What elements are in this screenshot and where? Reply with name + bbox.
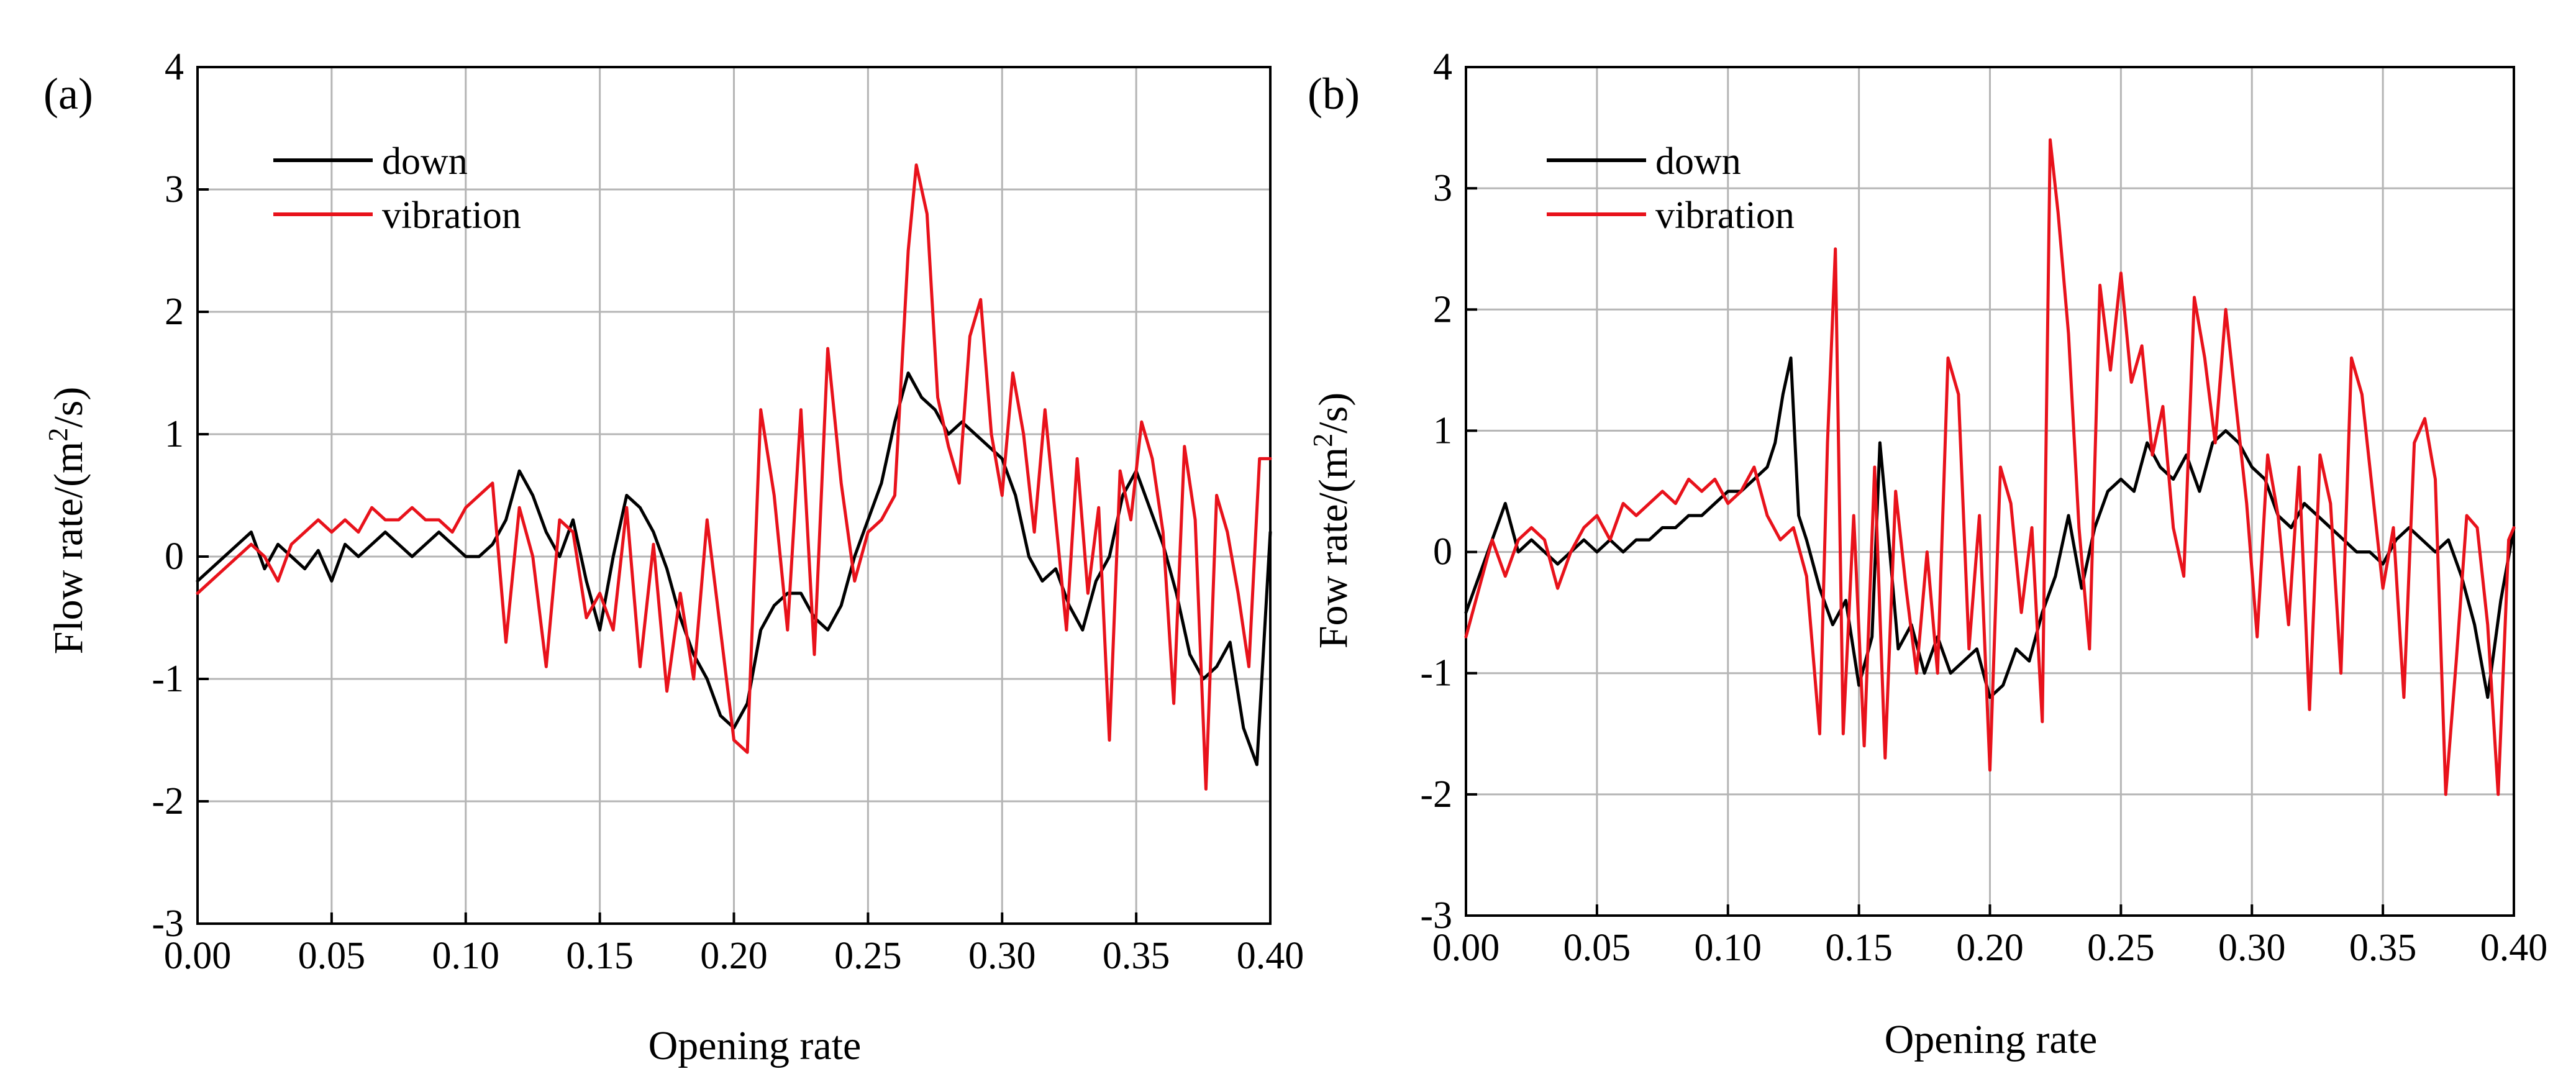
y-tick-label: -2 (1420, 773, 1452, 816)
panel-label: (a) (43, 69, 93, 119)
y-tick-label: 4 (165, 46, 184, 88)
series-layer (1464, 138, 2516, 796)
y-ticks: -3 -2 -1 0 1 2 3 4 (152, 46, 209, 945)
y-tick-label: 1 (165, 413, 184, 455)
legend-label-vibration: vibration (382, 194, 521, 237)
y-axis-title: Fow rate/(m2/s) (1308, 393, 1356, 648)
x-tick-label: 0.35 (1103, 935, 1170, 977)
x-ticks: 0.00 0.05 0.10 0.15 0.20 0.25 0.30 0.35 0.40 (164, 912, 1304, 977)
y-tick-label: -1 (152, 658, 184, 700)
panel-a: (a) 0.00 0.05 0.10 0.15 0.20 0.25 0.30 0.35 0.40… (43, 46, 1304, 1068)
x-tick-label: 0.20 (700, 935, 768, 977)
x-tick-label: 0.25 (2087, 927, 2155, 969)
series-line-vibration (1464, 138, 2516, 796)
x-tick-label: 0.05 (1563, 927, 1631, 969)
x-ticks: 0.00 0.05 0.10 0.15 0.20 0.25 0.30 0.35 0.40 (1432, 904, 2548, 969)
y-tick-label: 1 (1433, 409, 1452, 452)
y-tick-label: 2 (165, 291, 184, 333)
y-tick-label: -3 (1420, 894, 1452, 937)
y-axis-title: Flow rate/(m2/s) (43, 387, 91, 655)
grid (196, 66, 1272, 925)
x-tick-label: 0.40 (1237, 935, 1304, 977)
legend: down vibration (273, 140, 521, 237)
y-tick-label: 0 (1433, 531, 1452, 573)
y-tick-label: 2 (1433, 288, 1452, 330)
y-tick-label: 4 (1433, 46, 1452, 88)
x-tick-label: 0.00 (164, 935, 232, 977)
x-tick-label: 0.00 (1432, 927, 1500, 969)
panel-b: (b) 0.00 0.05 0.10 0.15 0.20 0.25 0.30 0.35 0.40… (1308, 46, 2547, 1062)
x-tick-label: 0.15 (566, 935, 634, 977)
x-tick-label: 0.20 (1956, 927, 2024, 969)
x-tick-label: 0.30 (968, 935, 1036, 977)
legend-label-down: down (1655, 140, 1741, 183)
legend-label-down: down (382, 140, 468, 183)
y-ticks: -3 -2 -1 0 1 2 3 4 (1420, 46, 1477, 937)
legend: down vibration (1547, 140, 1795, 237)
y-tick-label: 3 (165, 168, 184, 211)
y-tick-label: -2 (152, 780, 184, 822)
series-layer (196, 163, 1272, 791)
series-line-vibration (196, 163, 1272, 791)
x-tick-label: 0.25 (834, 935, 902, 977)
x-tick-label: 0.35 (2349, 927, 2417, 969)
x-tick-label: 0.05 (298, 935, 366, 977)
x-axis-title: Opening rate (649, 1023, 862, 1068)
x-tick-label: 0.10 (432, 935, 500, 977)
x-tick-label: 0.40 (2480, 927, 2548, 969)
grid (1465, 66, 2515, 917)
y-tick-label: -3 (152, 903, 184, 945)
x-tick-label: 0.15 (1825, 927, 1893, 969)
panel-label: (b) (1308, 69, 1360, 119)
y-tick-label: 0 (165, 535, 184, 578)
x-tick-label: 0.10 (1695, 927, 1762, 969)
x-axis-title: Opening rate (1885, 1017, 2098, 1062)
legend-label-vibration: vibration (1655, 194, 1795, 237)
y-tick-label: -1 (1420, 652, 1452, 694)
y-tick-label: 3 (1433, 167, 1452, 209)
x-tick-label: 0.30 (2218, 927, 2286, 969)
